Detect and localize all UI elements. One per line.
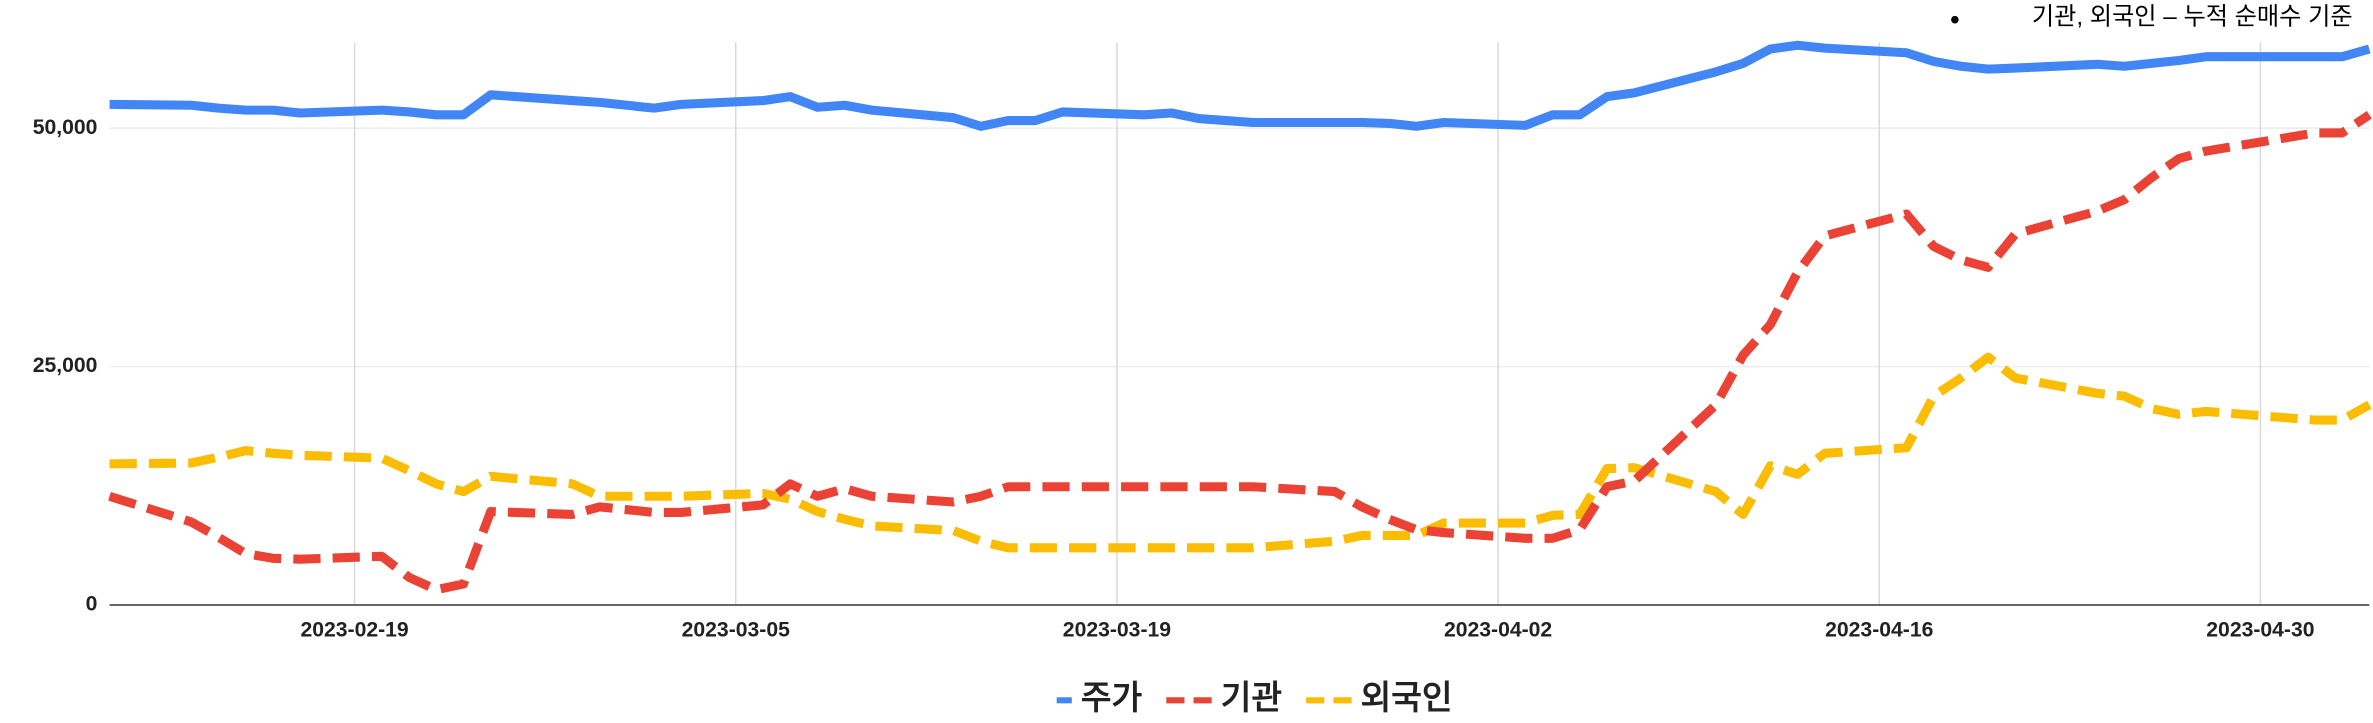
y-tick-label: 50,000 bbox=[33, 116, 98, 139]
x-tick-label: 2023-03-05 bbox=[682, 618, 790, 641]
x-tick-label: 2023-03-19 bbox=[1063, 618, 1171, 641]
legend: 주가 기관 외국인 bbox=[1056, 680, 1452, 717]
x-tick-label: 2023-02-19 bbox=[300, 618, 408, 641]
legend-item: 기관 bbox=[1166, 680, 1282, 717]
annotation-bullet bbox=[1951, 15, 1959, 24]
line-series bbox=[109, 40, 2371, 131]
legend-item: 주가 bbox=[1056, 680, 1143, 717]
legend-label: 외국인 bbox=[1361, 680, 1453, 717]
x-tick-label: 2023-04-02 bbox=[1444, 618, 1552, 641]
x-tick-label: 2023-04-16 bbox=[1825, 618, 1933, 641]
legend-label: 기관 bbox=[1221, 680, 1282, 717]
line-series bbox=[108, 111, 2372, 595]
y-tick-label: 25,000 bbox=[33, 354, 98, 377]
legend-label: 주가 bbox=[1081, 680, 1143, 717]
line-series bbox=[109, 352, 2372, 553]
x-tick-label: 2023-04-30 bbox=[2206, 618, 2314, 641]
legend-item: 외국인 bbox=[1306, 680, 1452, 717]
annotation: 기관, 외국인 – 누적 순매수 기준 bbox=[2032, 4, 2353, 31]
y-tick-label: 0 bbox=[86, 593, 98, 616]
